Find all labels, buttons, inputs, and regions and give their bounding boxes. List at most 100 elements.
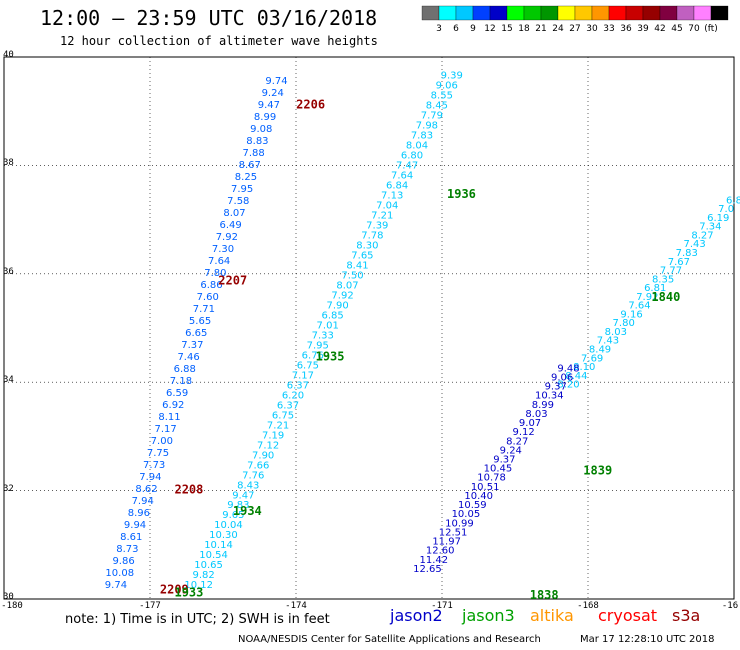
y-tick-label: 32 [3,483,14,494]
wave-height-label: 8.96 [128,508,150,519]
wave-height-label: 9.83 [227,500,249,511]
x-tick-label: -168 [577,601,599,611]
wave-height-label: 9.37 [493,455,515,466]
wave-height-label: 12.60 [426,546,455,557]
wave-height-label: 7.43 [683,239,705,250]
y-tick-label: 30 [3,592,14,602]
color-scale-swatch [574,5,593,21]
page-title: 12:00 – 23:59 UTC 03/16/2018 [40,6,378,30]
wave-height-label: 7.94 [132,496,154,507]
wave-height-label: 8.49 [589,345,611,356]
wave-height-label: 9.47 [232,490,254,501]
color-scale-swatch [676,5,695,21]
wave-height-label: 9.06 [551,372,573,383]
wave-height-label: 6.37 [277,400,299,411]
wave-height-label: 7.76 [242,470,264,481]
wave-height-label: 9.12 [512,427,534,438]
wave-height-label: 7.80 [204,268,226,279]
pass-time-label: 2208 [174,482,203,496]
wave-height-label: 12.65 [413,564,442,575]
pass-time-label: 1839 [583,463,612,477]
color-scale-swatch [557,5,576,21]
color-scale-label: 12 [484,24,495,34]
wave-height-label: 10.54 [199,550,228,561]
wave-height-label: 7.00 [151,436,173,447]
wave-height-label: 10.99 [445,518,474,529]
wave-height-label: 7.18 [170,376,192,387]
wave-height-label: 7.13 [381,191,403,202]
wave-height-label: 7.71 [193,304,215,315]
pass-time-label: 2207 [218,274,247,288]
x-tick-label: -177 [139,601,161,611]
wave-height-label: 6.84 [386,181,408,192]
pass-time-label: 2209 [160,583,189,597]
wave-height-label: 9.37 [545,382,567,393]
color-scale-swatch [710,5,729,21]
color-scale-swatch [489,5,508,21]
color-scale-label: 18 [518,24,530,34]
wave-height-label: 8.73 [116,544,138,555]
wave-height-label: 8.99 [254,112,276,123]
wave-height-label: 7.79 [421,111,443,122]
wave-height-label: 8.67 [239,160,261,171]
color-scale-swatch [591,5,610,21]
color-scale-label: 42 [654,24,665,34]
wave-height-label: 10.34 [535,391,564,402]
wave-height-label: 7.66 [247,460,269,471]
wave-height-label: 10.12 [184,580,213,591]
wave-height-label: 8.07 [336,280,358,291]
wave-height-label: 7.75 [147,448,169,459]
wave-height-label: 10.40 [464,491,493,502]
wave-height-label: 5.65 [189,316,211,327]
y-tick-label: 40 [3,50,14,60]
wave-height-label: 7.37 [181,340,203,351]
wave-height-label: 7.92 [331,290,353,301]
wave-height-label: 7.83 [411,131,433,142]
legend-item-jason2: jason2 [390,606,443,625]
pass-time-label: 1840 [651,290,680,304]
wave-height-label: 11.42 [419,555,448,566]
y-tick-label: 36 [3,266,14,277]
color-scale-swatch [659,5,678,21]
legend-item-s3a: s3a [672,606,701,625]
wave-height-label: 10.59 [458,500,487,511]
wave-height-label: 9.94 [124,520,146,531]
color-scale-swatch [625,5,644,21]
wave-height-label: 7.94 [139,472,161,483]
wave-height-label: 7.60 [197,292,219,303]
wave-height-label: 7.19 [262,430,284,441]
wave-height-label: 9.24 [500,445,522,456]
wave-height-label: 8.61 [120,532,142,543]
wave-height-label: 10.30 [209,530,238,541]
color-scale-swatch [421,5,440,21]
legend-item-jason3: jason3 [462,606,515,625]
x-tick-label: -174 [285,601,307,611]
color-scale-label: 39 [637,24,649,34]
wave-height-label: 7.73 [143,460,165,471]
wave-height-label: 7.33 [312,330,334,341]
wave-height-label: 9.48 [557,363,579,374]
wave-height-label: 8.27 [506,436,528,447]
wave-height-label: 6.76 [302,350,324,361]
credit-text: NOAA/NESDIS Center for Satellite Applica… [238,634,541,645]
wave-height-values: 9.749.249.478.999.088.837.888.678.257.95… [105,71,740,591]
wave-height-label: 7.92 [216,232,238,243]
wave-height-label: 8.30 [356,241,378,252]
wave-height-label: 7.58 [227,196,249,207]
color-scale-swatch [506,5,525,21]
wave-height-label: 7.90 [252,450,274,461]
wave-height-label: 8.20 [557,380,579,391]
wave-height-label: 10.04 [214,520,243,531]
wave-height-label: 6.8 [726,195,740,206]
pass-time-label: 1838 [530,588,559,602]
wave-height-label: 7.64 [208,256,230,267]
pass-time-label: 2206 [296,97,325,111]
wave-height-label: 9.74 [105,580,127,591]
color-scale-label: 21 [535,24,546,34]
wave-height-label: 7.77 [660,266,682,277]
wave-height-label: 10.08 [105,568,134,579]
wave-height-label: 7.65 [351,250,373,261]
wave-height-label: 8.10 [573,362,595,373]
wave-height-label: 6.92 [162,400,184,411]
wave-height-label: 8.27 [691,230,713,241]
